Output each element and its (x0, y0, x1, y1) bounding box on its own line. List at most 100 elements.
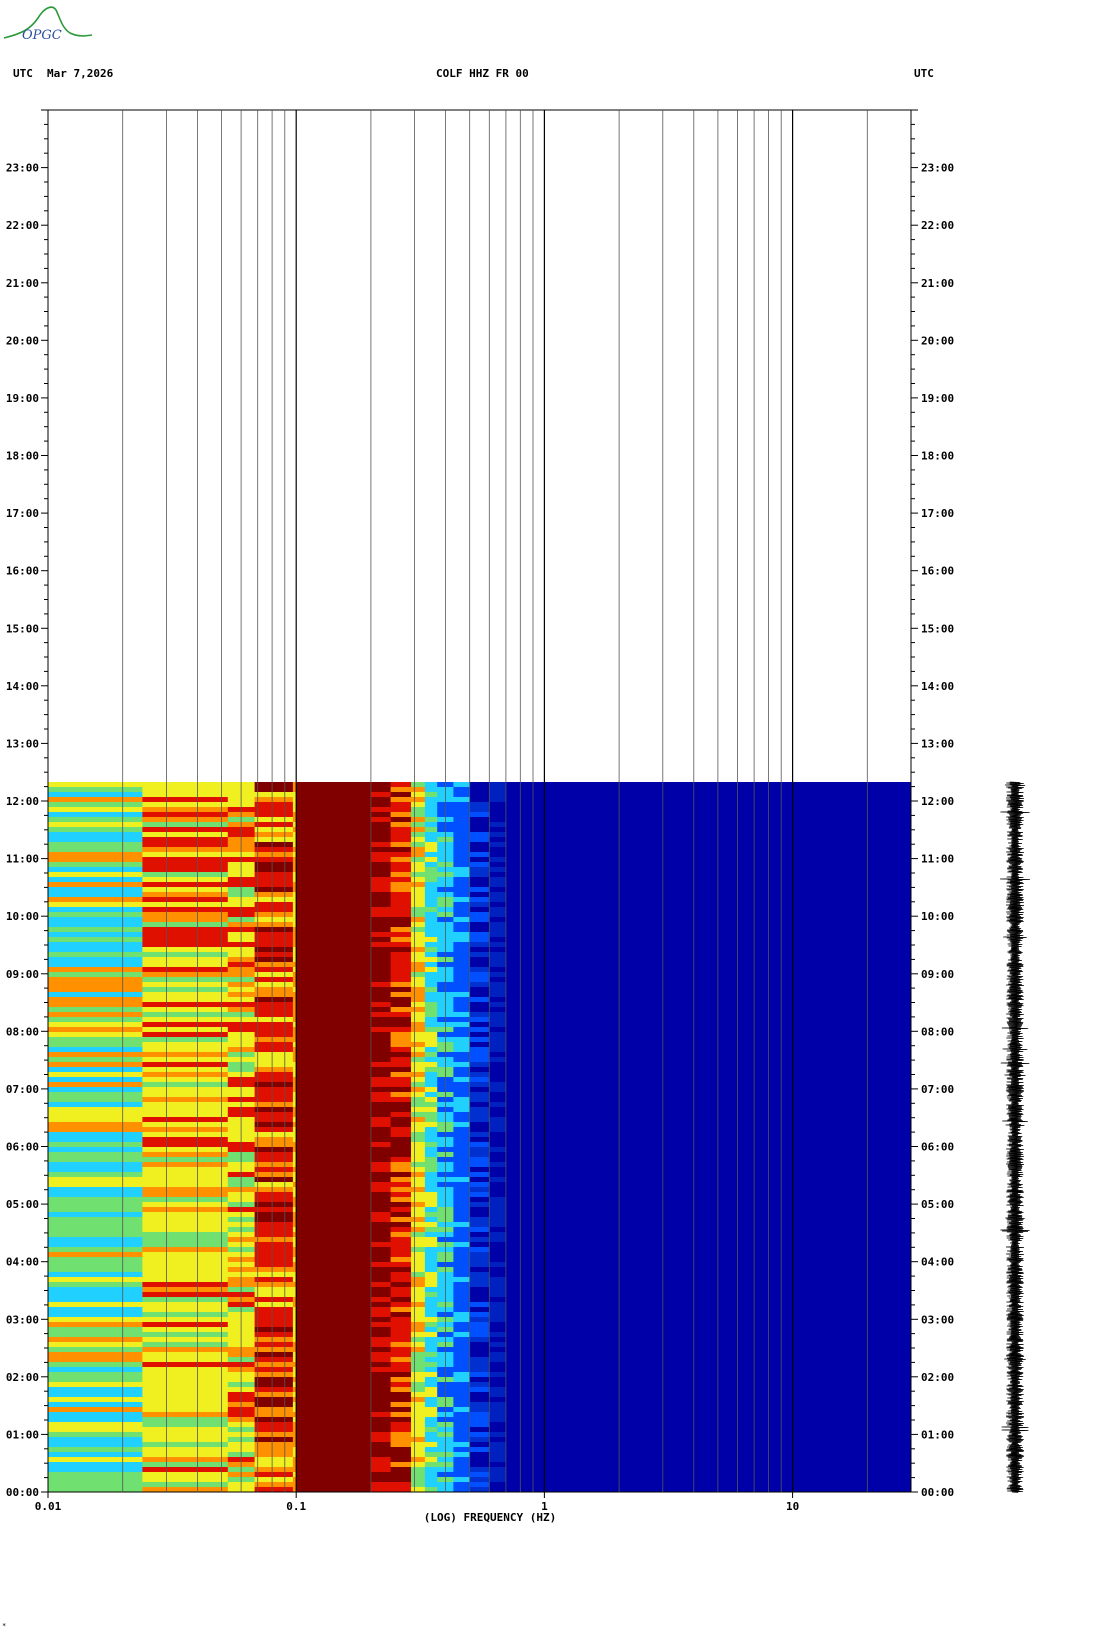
spectrogram-cell (142, 922, 229, 927)
spectrogram-cell (48, 1122, 143, 1127)
spectrogram-cell (48, 1157, 143, 1162)
spectrogram-cell (48, 942, 143, 947)
spectrogram-cell (489, 1197, 507, 1202)
spectrogram-cell (469, 1357, 490, 1362)
spectrogram-cell (254, 1207, 294, 1212)
spectrogram-cell (370, 1172, 391, 1177)
spectrogram-cell (390, 892, 412, 897)
spectrogram-cell (142, 1267, 229, 1272)
spectrogram-cell (254, 952, 294, 957)
spectrogram-cell (296, 1042, 372, 1047)
spectrogram-cell (505, 782, 912, 787)
spectrogram-cell (453, 832, 471, 837)
spectrogram-cell (469, 922, 490, 927)
spectrogram-cell (254, 1197, 294, 1202)
spectrogram-cell (370, 1337, 391, 1342)
spectrogram-cell (411, 1197, 426, 1202)
spectrogram-cell (296, 877, 372, 882)
spectrogram-cell (370, 1147, 391, 1152)
spectrogram-cell (370, 1027, 391, 1032)
spectrogram-cell (390, 1042, 412, 1047)
spectrogram-cell (424, 1252, 438, 1257)
spectrogram-cell (296, 1397, 372, 1402)
spectrogram-cell (142, 1287, 229, 1292)
spectrogram-cell (390, 1487, 412, 1492)
spectrogram-cell (296, 1212, 372, 1217)
spectrogram-cell (296, 987, 372, 992)
spectrogram-cell (424, 1052, 438, 1057)
spectrogram-cell (48, 1342, 143, 1347)
spectrogram-cell (390, 822, 412, 827)
spectrogram-cell (453, 1022, 471, 1027)
spectrogram-cell (469, 1072, 490, 1077)
spectrogram-cell (489, 857, 507, 862)
spectrogram-cell (254, 1252, 294, 1257)
spectrogram-cell (505, 1107, 912, 1112)
spectrogram-cell (424, 877, 438, 882)
spectrogram-cell (296, 802, 372, 807)
spectrogram-cell (390, 877, 412, 882)
spectrogram-cell (390, 1342, 412, 1347)
spectrogram-cell (411, 1302, 426, 1307)
spectrogram-cell (411, 1457, 426, 1462)
spectrogram-cell (254, 1157, 294, 1162)
spectrogram-cell (469, 1047, 490, 1052)
spectrogram-cell (48, 1147, 143, 1152)
spectrogram-cell (469, 1342, 490, 1347)
spectrogram-cell (48, 1222, 143, 1227)
spectrogram-cell (48, 862, 143, 867)
spectrogram-cell (254, 1222, 294, 1227)
spectrogram-cell (254, 892, 294, 897)
spectrogram-cell (453, 862, 471, 867)
spectrogram-cell (296, 1262, 372, 1267)
spectrogram-cell (453, 947, 471, 952)
date-label: Mar 7,2026 (47, 67, 114, 80)
spectrogram-cell (505, 1252, 912, 1257)
spectrogram-cell (469, 1077, 490, 1082)
spectrogram-cell (254, 942, 294, 947)
spectrogram-cell (424, 1222, 438, 1227)
spectrogram-cell (505, 1422, 912, 1427)
spectrogram-cell (469, 1127, 490, 1132)
spectrogram-cell (469, 1087, 490, 1092)
spectrogram-cell (390, 1187, 412, 1192)
spectrogram-cell (370, 1467, 391, 1472)
spectrogram-cell (453, 1312, 471, 1317)
spectrogram-cell (505, 1152, 912, 1157)
right-hour-label: 13:00 (921, 737, 954, 750)
spectrogram-cell (254, 1092, 294, 1097)
spectrogram-cell (142, 1182, 229, 1187)
spectrogram-cell (142, 1112, 229, 1117)
spectrogram-cell (292, 1437, 297, 1442)
spectrogram-cell (296, 832, 372, 837)
spectrogram-cell (424, 1067, 438, 1072)
spectrogram-cell (254, 1412, 294, 1417)
spectrogram-cell (370, 1012, 391, 1017)
spectrogram-cell (505, 917, 912, 922)
spectrogram-cell (453, 1252, 471, 1257)
spectrogram-cell (453, 952, 471, 957)
spectrogram-cell (505, 977, 912, 982)
spectrogram-cell (254, 1307, 294, 1312)
right-hour-label: 20:00 (921, 334, 954, 347)
spectrogram-cell (370, 1187, 391, 1192)
spectrogram-cell (411, 1032, 426, 1037)
left-hour-label: 00:00 (6, 1486, 39, 1499)
spectrogram-cell (411, 987, 426, 992)
spectrogram-cell (254, 1102, 294, 1107)
spectrogram-cell (296, 897, 372, 902)
spectrogram-cell (489, 927, 507, 932)
spectrogram-cell (411, 992, 426, 997)
spectrogram-cell (453, 1352, 471, 1357)
spectrogram-cell (411, 787, 426, 792)
spectrogram-cell (292, 1312, 297, 1317)
spectrogram-cell (489, 1482, 507, 1487)
spectrogram-cell (296, 1312, 372, 1317)
spectrogram-cell (489, 1047, 507, 1052)
spectrogram-cell (411, 1252, 426, 1257)
spectrogram-cell (254, 1402, 294, 1407)
spectrogram-cell (505, 1477, 912, 1482)
spectrogram-cell (292, 922, 297, 927)
spectrogram-cell (424, 1037, 438, 1042)
